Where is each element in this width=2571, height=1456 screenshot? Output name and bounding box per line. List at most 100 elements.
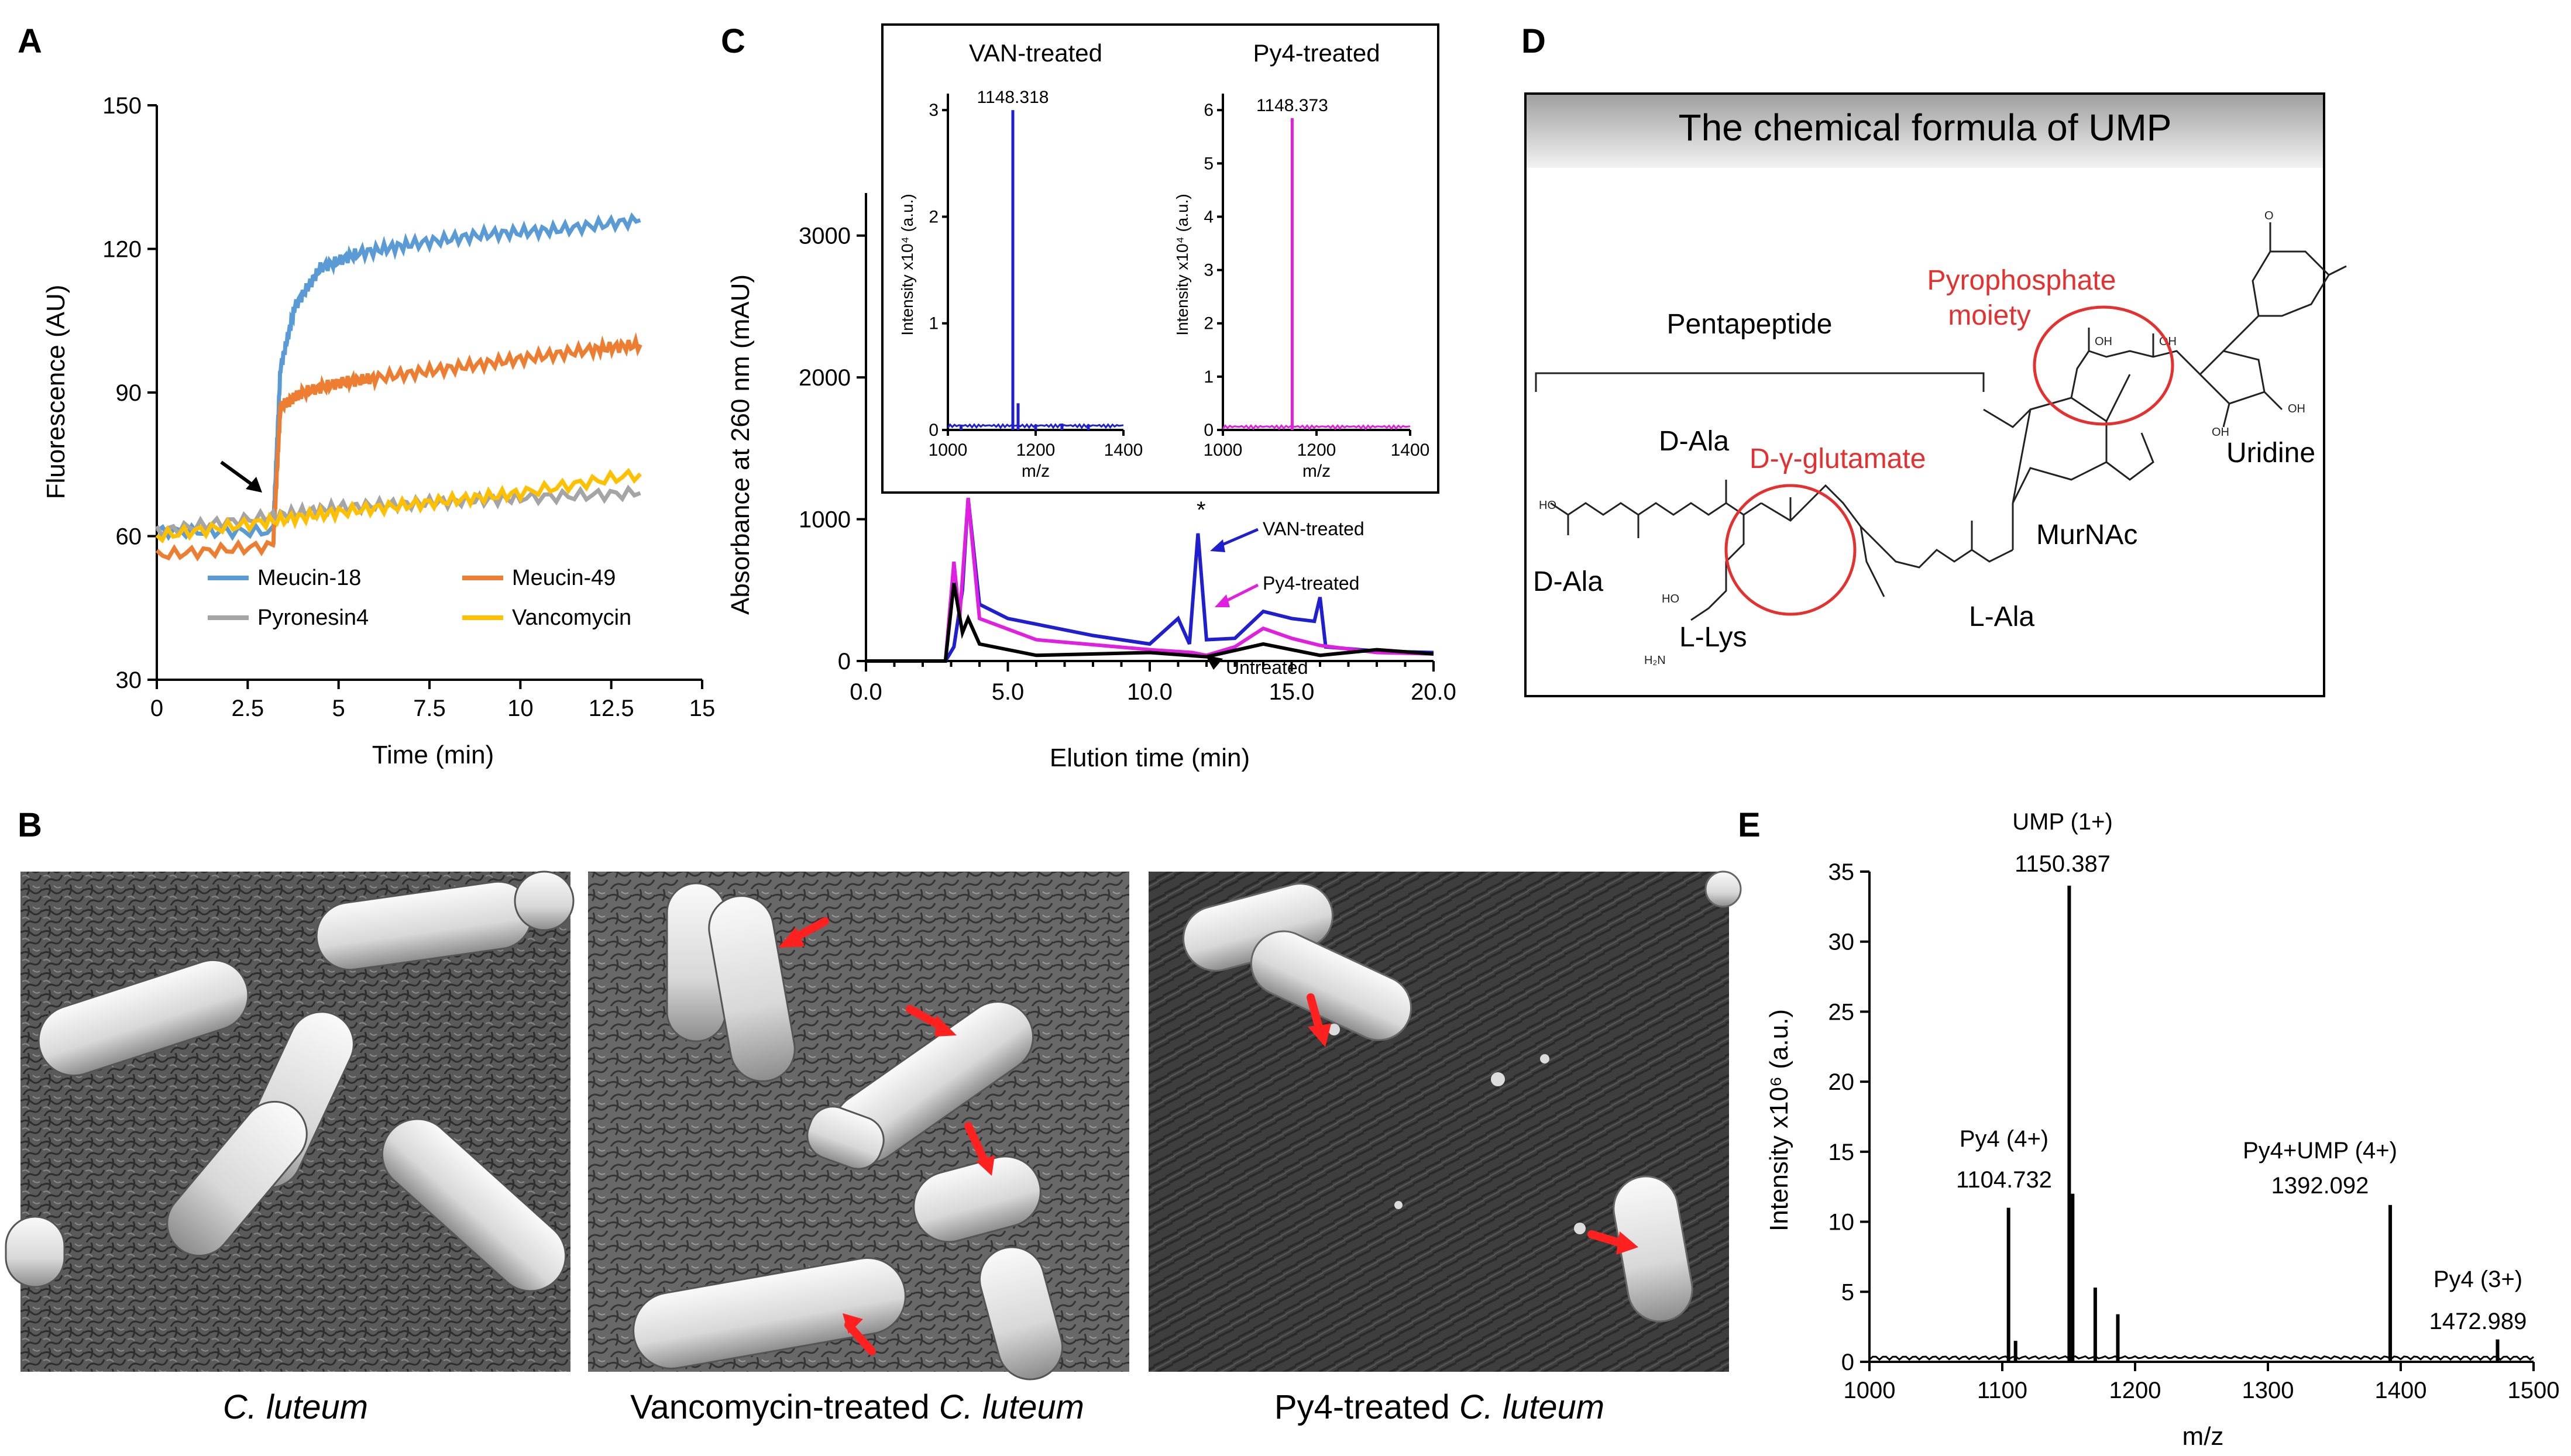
x-tick-label: 7.5: [413, 696, 446, 721]
peak-annotation-value: 1150.387: [2015, 851, 2111, 877]
y-tick-label: 150: [102, 93, 142, 119]
y-axis-label: Absorbance at 260 nm (mAU): [726, 274, 755, 615]
x-tick-label: 1500: [2508, 1378, 2560, 1403]
x-tick-label: 15.0: [1269, 679, 1315, 705]
inset-title: VAN-treated: [969, 39, 1102, 67]
inset-y-tick-label: 0: [929, 421, 939, 440]
x-tick-label: 10: [507, 696, 534, 721]
peak-star: *: [1197, 497, 1206, 523]
legend: Meucin-18 Meucin-49 Pyronesin4 Vancomycin: [208, 566, 631, 630]
peak-annotation-name: UMP (1+): [2012, 809, 2113, 835]
y-tick-label: 5: [1841, 1279, 1854, 1305]
pyrophosphate-circle: [2033, 305, 2174, 426]
legend-label: Meucin-18: [257, 566, 361, 590]
y-tick-label: 0: [1841, 1350, 1854, 1375]
svg-text:HO: HO: [1539, 499, 1556, 512]
caption-untreated: C. luteum: [223, 1388, 368, 1426]
l-ala-label: L-Ala: [1969, 601, 2034, 632]
py4-arrow: [1222, 583, 1259, 604]
inset-peak-label: 1148.318: [977, 88, 1049, 107]
inset-y-tick-label: 1: [1204, 367, 1214, 387]
inset-peak-label: 1148.373: [1256, 96, 1328, 115]
inset-y-tick-label: 1: [929, 314, 939, 333]
spectrum-baseline: [1868, 1355, 2534, 1361]
y-tick-label: 25: [1828, 999, 1855, 1025]
inset-x-tick-label: 1000: [929, 440, 968, 460]
ms-inset-py4: Py4-treated 0 1 2 3 4 5 6 1000 1200 1400 m/z Intensi…: [1173, 39, 1429, 481]
inset-x-tick-label: 1400: [1391, 440, 1430, 460]
y-tick-label: 20: [1828, 1069, 1855, 1095]
panel-label-a: A: [18, 22, 42, 60]
inset-y-tick-label: 4: [1204, 207, 1214, 226]
caption-vancomycin: Vancomycin-treated C. luteum: [630, 1388, 1084, 1426]
x-tick-label: 5: [332, 696, 345, 721]
svg-text:H₂N: H₂N: [1644, 654, 1666, 667]
pentapeptide-label: Pentapeptide: [1667, 309, 1833, 340]
y-tick-label: 2000: [799, 365, 851, 391]
x-axis-label: Time (min): [372, 741, 494, 769]
py4-label: Py4-treated: [1263, 573, 1359, 594]
y-tick-label: 10: [1828, 1210, 1855, 1235]
ump-header: [1527, 95, 2323, 168]
sem-image-untreated: [5, 870, 575, 1372]
d-ala-top-label: D-Ala: [1659, 426, 1729, 457]
py4-arrow-head: [1215, 594, 1230, 607]
ump-box: [1524, 92, 2325, 697]
inset-x-tick-label: 1200: [1016, 440, 1056, 460]
x-tick-label: 1200: [2109, 1378, 2161, 1403]
ump-title: The chemical formula of UMP: [1679, 106, 2172, 149]
van-label: VAN-treated: [1263, 518, 1364, 539]
sem-image-py4: [1149, 870, 1742, 1372]
x-tick-label: 1100: [1977, 1378, 2027, 1403]
fluorescence-chart: 30 60 90 120 150 0 2.5 5 7.5 10 12.5 15 Time (min)…: [42, 93, 715, 769]
x-tick-label: 15: [689, 696, 716, 721]
inset-y-tick-label: 2: [1204, 314, 1214, 333]
inset-y-tick-label: 6: [1204, 101, 1214, 120]
caption-py4: Py4-treated C. luteum: [1274, 1388, 1604, 1426]
x-tick-label: 0.0: [850, 679, 882, 705]
untreated-arrow-head: [1205, 655, 1223, 670]
inset-y-label: Intensity x10⁴ (a.u.): [898, 194, 916, 335]
inset-baseline: [1222, 424, 1411, 431]
moiety-label: moiety: [1948, 300, 2030, 331]
panel-label-b: B: [18, 806, 42, 844]
inset-x-tick-label: 1400: [1104, 440, 1143, 460]
peak-annotation-value: 1104.732: [1956, 1167, 2052, 1193]
legend-label: Pyronesin4: [257, 605, 369, 630]
murnac-label: MurNAc: [2036, 519, 2137, 550]
svg-text:OH: OH: [2288, 402, 2305, 415]
y-axis-label: Intensity x10⁶ (a.u.): [1765, 1009, 1793, 1231]
inset-y-tick-label: 2: [929, 207, 939, 226]
ms-inset-box: [881, 23, 1439, 494]
panel-label-c: C: [721, 22, 745, 60]
x-tick-label: 12.5: [589, 696, 634, 721]
inset-x-label: m/z: [1022, 462, 1050, 481]
l-lys-label: L-Lys: [1679, 622, 1747, 653]
y-tick-label: 120: [102, 237, 142, 263]
y-tick-label: 90: [116, 380, 142, 406]
untreated-label: Untreated: [1226, 657, 1308, 678]
pentapeptide-bracket: [1535, 372, 1985, 392]
y-tick-label: 30: [1828, 930, 1855, 955]
y-tick-label: 60: [116, 524, 142, 550]
time-arrow-head: [246, 477, 262, 493]
inset-y-tick-label: 3: [929, 101, 939, 120]
x-tick-label: 2.5: [232, 696, 264, 721]
x-tick-label: 1300: [2242, 1378, 2294, 1403]
x-tick-label: 1400: [2375, 1378, 2427, 1403]
sem-image-vancomycin: [588, 872, 1129, 1381]
svg-text:OH: OH: [2212, 426, 2229, 439]
inset-y-tick-label: 5: [1204, 154, 1214, 173]
y-tick-label: 30: [116, 667, 142, 693]
glutamate-circle: [1724, 484, 1857, 616]
y-tick-label: 15: [1828, 1140, 1855, 1165]
van-arrow-head: [1210, 539, 1225, 552]
van-arrow: [1216, 528, 1259, 549]
y-tick-label: 1000: [799, 507, 851, 533]
svg-text:O: O: [2264, 209, 2274, 222]
inset-title: Py4-treated: [1253, 39, 1380, 67]
inset-x-tick-label: 1200: [1297, 440, 1336, 460]
